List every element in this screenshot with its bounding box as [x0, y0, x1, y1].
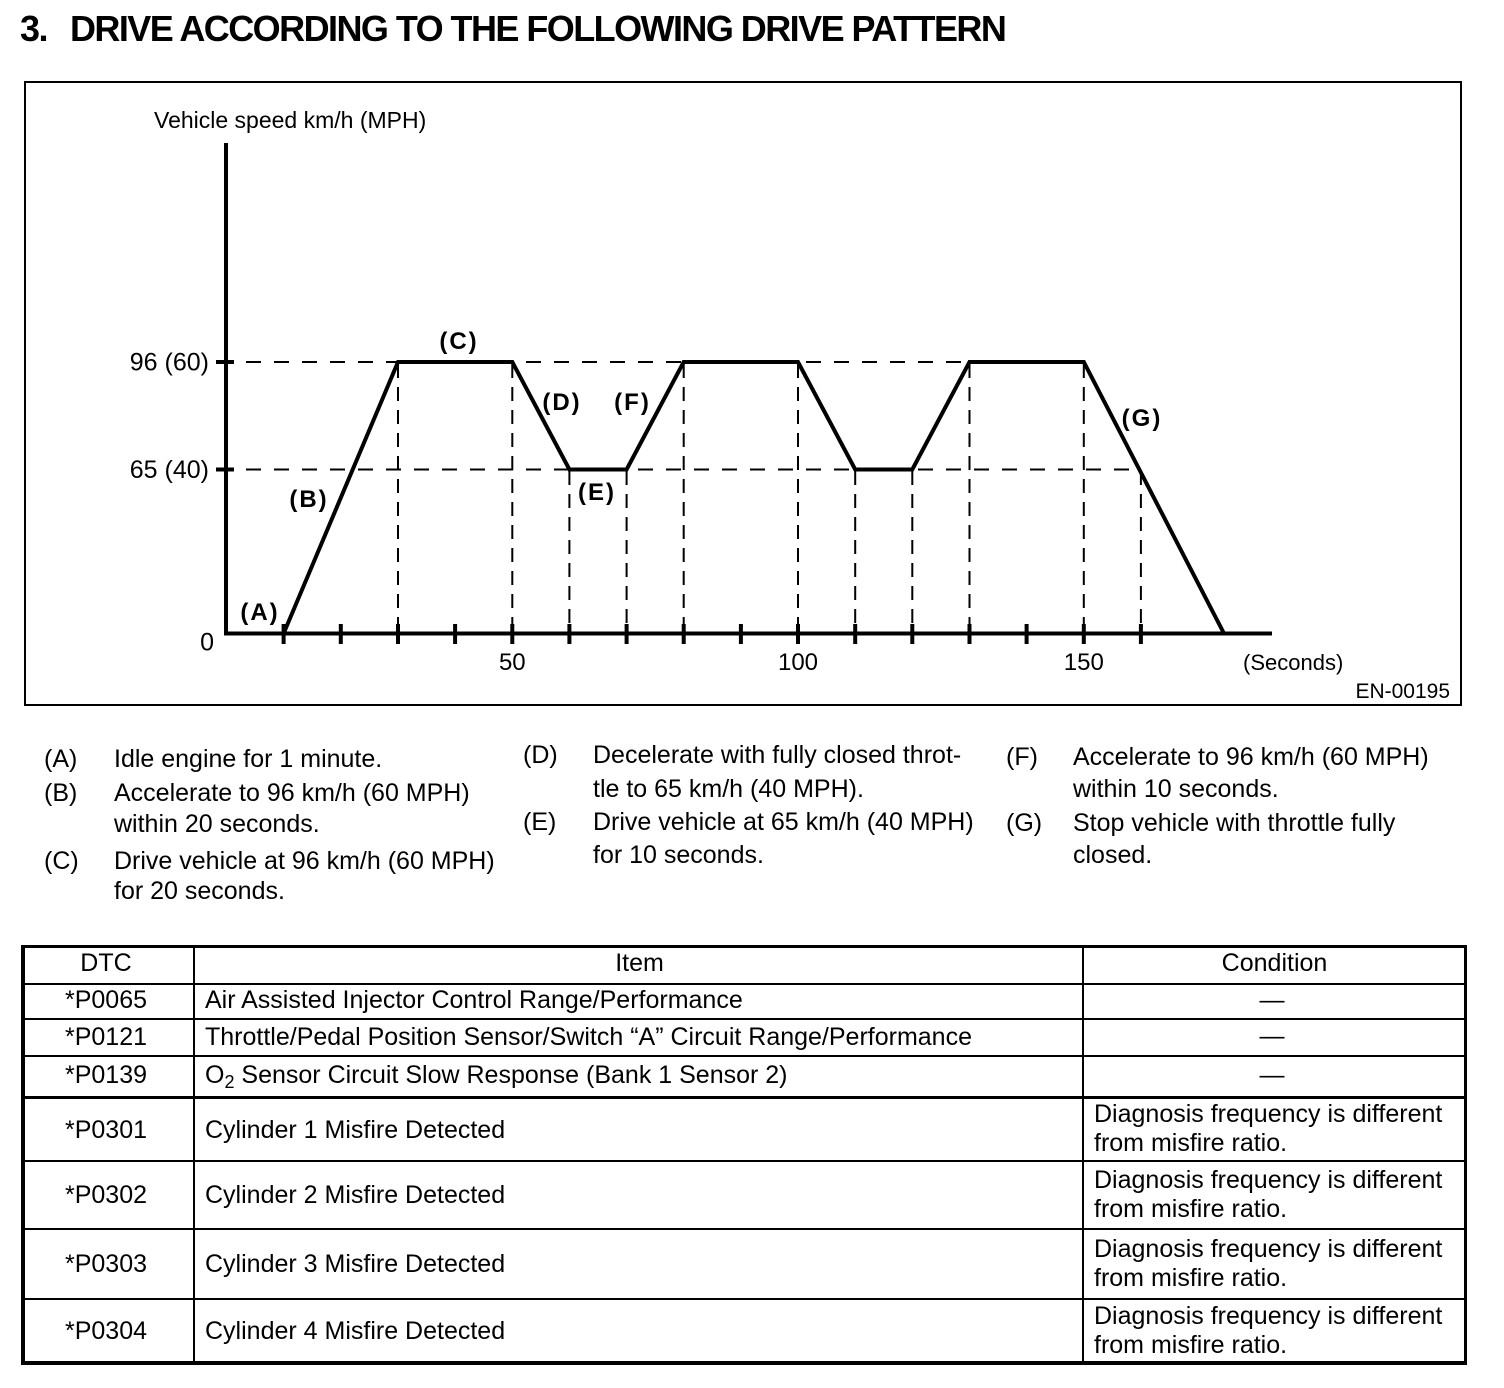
svg-text:(C): (C) — [439, 328, 478, 355]
svg-text:(D): (D) — [542, 389, 581, 416]
svg-text:150: 150 — [1064, 649, 1104, 676]
svg-text:(Seconds): (Seconds) — [1243, 650, 1343, 675]
svg-text:100: 100 — [778, 649, 818, 676]
svg-text:96 (60): 96 (60) — [130, 349, 209, 377]
svg-text:65 (40): 65 (40) — [130, 456, 209, 484]
svg-text:Vehicle speed km/h (MPH): Vehicle speed km/h (MPH) — [154, 107, 426, 133]
svg-text:50: 50 — [499, 649, 526, 676]
svg-text:(B): (B) — [289, 486, 328, 513]
svg-text:(F): (F) — [614, 389, 651, 416]
svg-text:(E): (E) — [578, 479, 616, 506]
svg-text:0: 0 — [200, 629, 214, 657]
svg-text:EN-00195: EN-00195 — [1355, 680, 1450, 703]
svg-text:(G): (G) — [1122, 405, 1163, 432]
svg-text:(A): (A) — [240, 599, 279, 626]
